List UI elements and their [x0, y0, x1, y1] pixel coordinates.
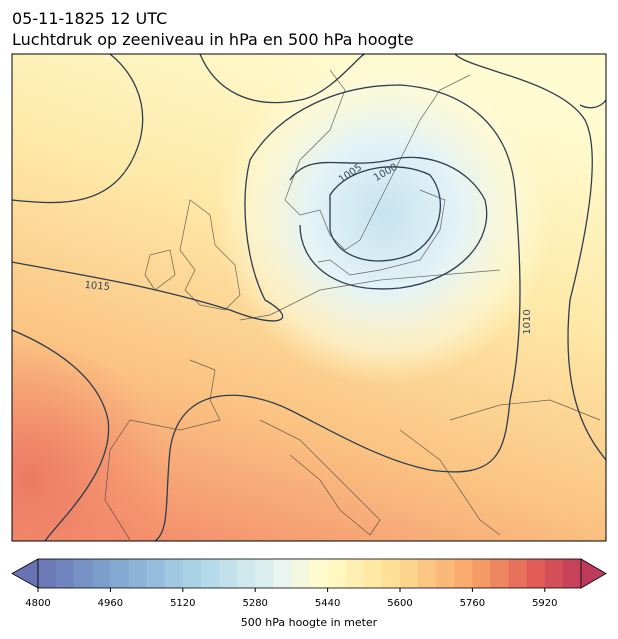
- colorbar-band: [436, 559, 455, 588]
- colorbar-band: [92, 559, 111, 588]
- title: 05-11-1825 12 UTC: [12, 9, 167, 28]
- colorbar-band: [400, 559, 419, 588]
- colorbar-tick-label: 5920: [532, 598, 557, 609]
- map-frame: [11, 53, 607, 542]
- colorbar-band: [345, 559, 365, 588]
- colorbar-band: [110, 559, 129, 588]
- colorbar-tick-label: 5760: [460, 598, 485, 609]
- colorbar-tick-label: 4960: [98, 598, 123, 609]
- colorbar-extend: [580, 558, 607, 589]
- colorbar-band: [454, 559, 473, 588]
- colorbar-band: [472, 559, 491, 588]
- colorbar-band: [327, 559, 347, 588]
- colorbar-tick-label: 5120: [170, 598, 195, 609]
- colorbar-tick-label: 5600: [387, 598, 412, 609]
- contour-label: 1015: [84, 280, 110, 293]
- colorbar-band: [182, 559, 202, 588]
- colorbar-band: [363, 559, 383, 588]
- colorbar-band: [508, 559, 528, 588]
- colorbar-tick-label: 5280: [242, 598, 267, 609]
- colorbar-band: [526, 559, 546, 588]
- colorbar-band: [146, 559, 166, 588]
- colorbar-frame: [37, 558, 582, 589]
- colorbar-band: [418, 559, 437, 588]
- colorbar-tick-label: 5440: [315, 598, 340, 609]
- colorbar-band: [490, 559, 510, 588]
- map: 1005 1000 1015 1010: [12, 54, 606, 541]
- colorbar-band: [291, 559, 310, 588]
- colorbar-band: [219, 559, 238, 588]
- colorbar-band: [544, 559, 564, 588]
- colorbar-band: [74, 559, 93, 588]
- colorbar-tick-label: 4800: [25, 598, 50, 609]
- colorbar: 4800 4960 5120 5280 5440 5600 5760 5920: [11, 558, 607, 609]
- colorbar-band: [128, 559, 148, 588]
- colorbar-band: [381, 559, 401, 588]
- colorbar-extend: [11, 558, 39, 589]
- colorbar-band: [562, 559, 582, 588]
- colorbar-band: [200, 559, 220, 588]
- colorbar-band: [56, 559, 75, 588]
- colorbar-band: [273, 559, 292, 588]
- colorbar-band: [255, 559, 274, 588]
- colorbar-band: [164, 559, 184, 588]
- contour-label: 1010: [522, 309, 533, 334]
- colorbar-label: 500 hPa hoogte in meter: [241, 616, 378, 629]
- subtitle: Luchtdruk op zeeniveau in hPa en 500 hPa…: [12, 30, 414, 49]
- colorbar-band: [309, 559, 329, 588]
- colorbar-band: [237, 559, 256, 588]
- colorbar-band: [38, 559, 57, 588]
